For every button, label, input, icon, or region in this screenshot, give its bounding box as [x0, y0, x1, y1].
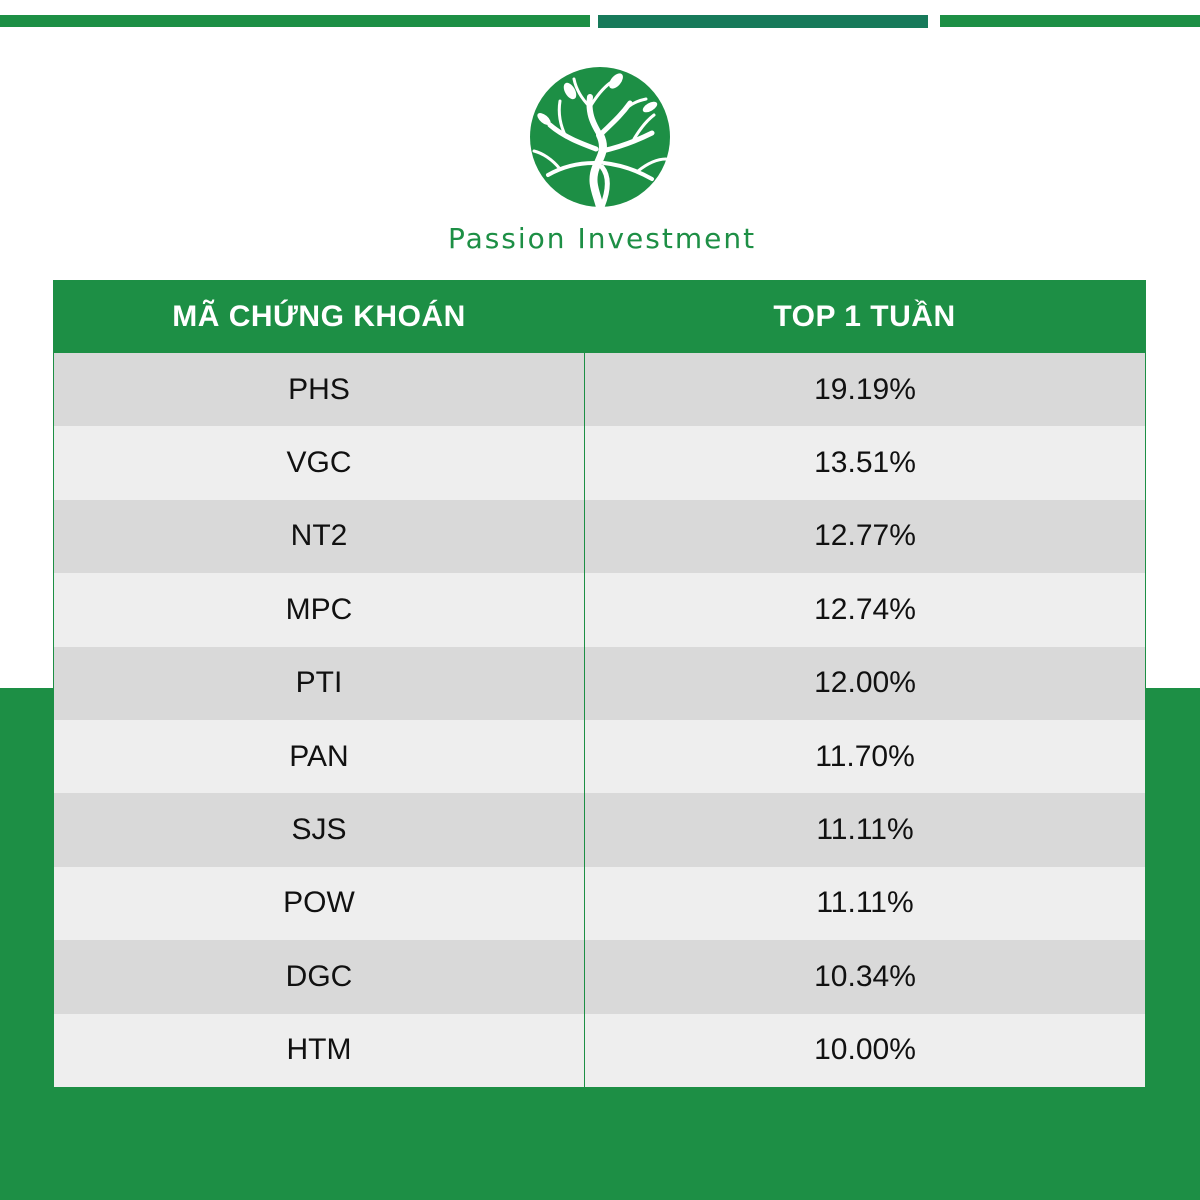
column-header-ticker: MÃ CHỨNG KHOÁN	[172, 300, 466, 333]
value-cell: 11.70%	[815, 739, 915, 773]
value-cell: 10.00%	[814, 1033, 916, 1067]
table-row: DGC 10.34%	[54, 940, 1145, 1014]
value-cell: 12.00%	[814, 666, 916, 700]
brand-name: Passion Investment	[447, 222, 757, 255]
value-cell: 19.19%	[814, 372, 916, 406]
table-header-row: MÃ CHỨNG KHOÁN TOP 1 TUẦN	[54, 281, 1145, 353]
ticker-cell: POW	[283, 886, 355, 920]
ticker-cell: SJS	[291, 813, 347, 847]
value-cell: 13.51%	[814, 446, 916, 480]
ticker-cell: PTI	[295, 666, 343, 700]
column-divider	[584, 940, 585, 1014]
table-row: MPC 12.74%	[54, 573, 1145, 647]
value-cell: 12.74%	[814, 592, 916, 626]
table-row: POW 11.11%	[54, 866, 1145, 941]
value-cell: 11.11%	[816, 813, 914, 847]
column-divider	[584, 866, 585, 941]
table-row: PHS 19.19%	[54, 353, 1145, 427]
ticker-cell: MPC	[285, 592, 353, 626]
top-decor-bar-right	[940, 15, 1200, 27]
table-row: VGC 13.51%	[54, 426, 1145, 500]
column-divider	[584, 426, 585, 500]
table-row: PAN 11.70%	[54, 719, 1145, 794]
ticker-cell: HTM	[286, 1033, 352, 1067]
value-cell: 11.11%	[816, 886, 914, 920]
table-row: HTM 10.00%	[54, 1013, 1145, 1087]
table-row: PTI 12.00%	[54, 646, 1145, 720]
ticker-cell: DGC	[285, 959, 353, 993]
table-body: PHS 19.19% VGC 13.51% NT2 12.77% MPC 12.…	[54, 353, 1145, 1087]
column-divider	[584, 719, 585, 794]
column-divider	[584, 573, 585, 647]
value-cell: 10.34%	[814, 959, 916, 993]
ticker-cell: PAN	[289, 739, 349, 773]
top-stocks-table: MÃ CHỨNG KHOÁN TOP 1 TUẦN PHS 19.19% VGC…	[53, 280, 1146, 1088]
table-row: SJS 11.11%	[54, 793, 1145, 867]
tree-logo-icon	[530, 67, 670, 211]
column-divider	[584, 1013, 585, 1087]
top-decor-bar-left	[0, 15, 590, 27]
column-divider	[584, 353, 585, 427]
ticker-cell: NT2	[290, 519, 348, 553]
ticker-cell: PHS	[288, 372, 350, 406]
column-divider	[584, 499, 585, 574]
column-divider	[584, 646, 585, 720]
value-cell: 12.77%	[814, 519, 916, 553]
table-row: NT2 12.77%	[54, 499, 1145, 574]
column-divider	[584, 793, 585, 867]
ticker-cell: VGC	[286, 446, 352, 480]
top-decor-bar-middle	[598, 15, 928, 28]
column-header-weekly-top: TOP 1 TUẦN	[773, 300, 956, 333]
